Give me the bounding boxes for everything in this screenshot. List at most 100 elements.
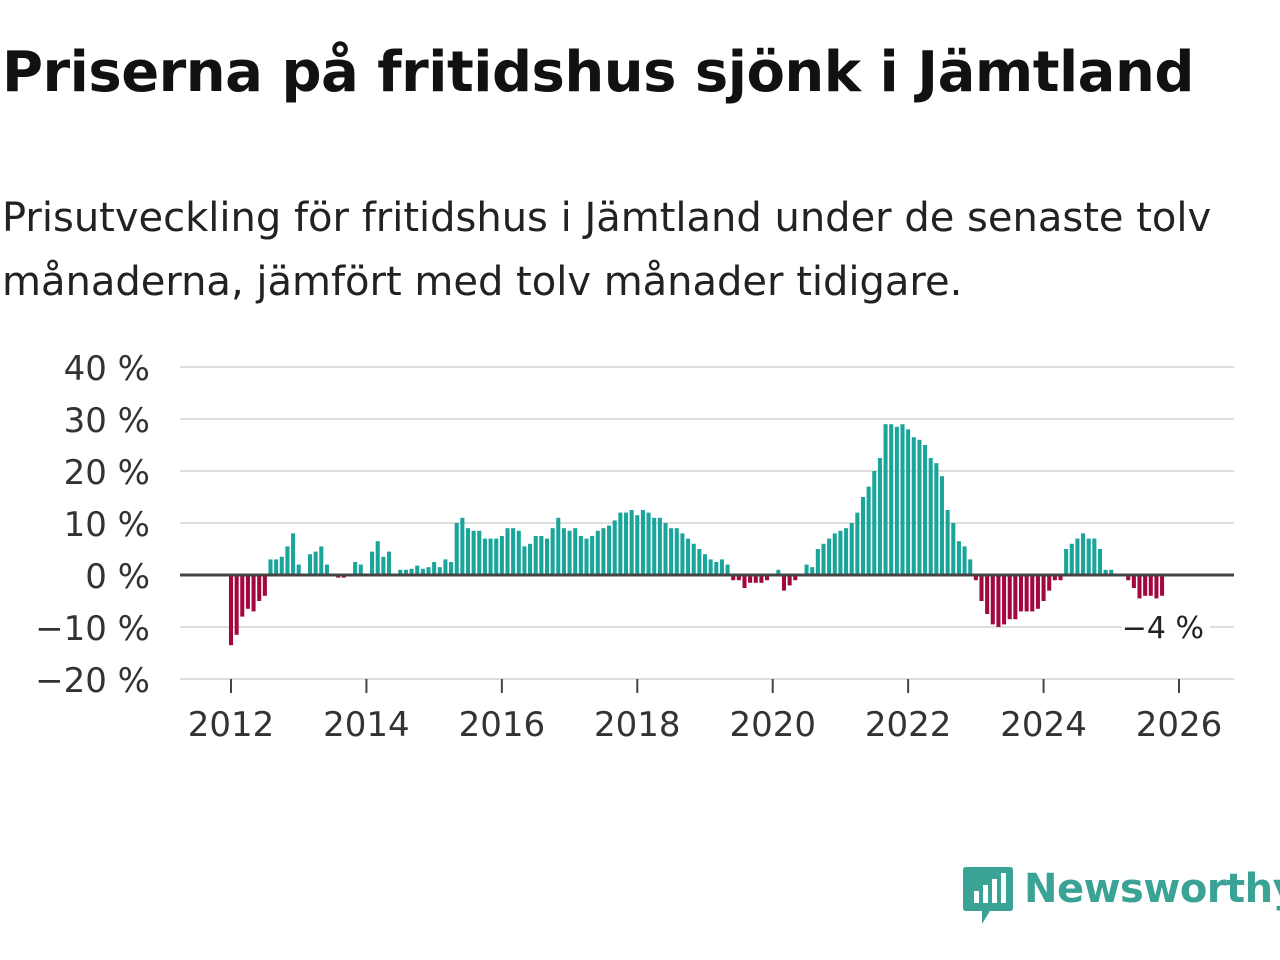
bar <box>1069 543 1074 575</box>
bar <box>409 568 414 575</box>
bar <box>765 575 770 581</box>
bar <box>680 533 685 575</box>
bar <box>1064 549 1069 575</box>
bar <box>358 564 363 575</box>
y-tick-label: 10 % <box>64 505 150 545</box>
bar <box>477 530 482 575</box>
bar-chart: 40 % 30 % 20 % 10 % 0 % −10 % −20 % 2012 2014 201… <box>35 349 1234 745</box>
bar <box>274 559 279 575</box>
bar <box>612 520 617 575</box>
bar <box>533 536 538 575</box>
y-tick-label: 40 % <box>64 349 150 389</box>
bar <box>951 523 956 575</box>
bar <box>319 546 324 575</box>
bar <box>872 471 877 575</box>
bar <box>353 562 358 575</box>
bar <box>1041 575 1046 601</box>
bar <box>471 530 476 575</box>
bar <box>505 528 510 575</box>
bar <box>528 543 533 575</box>
x-tick-label: 2014 <box>323 705 410 745</box>
bar <box>511 528 516 575</box>
bar <box>370 551 375 575</box>
bar <box>1018 575 1024 612</box>
bar <box>923 445 928 575</box>
bar <box>618 512 623 575</box>
bar <box>544 538 550 575</box>
y-tick-label: 0 % <box>85 557 150 597</box>
bar <box>753 575 758 583</box>
bar <box>810 567 815 575</box>
bar <box>561 528 566 575</box>
bar <box>973 575 978 581</box>
bar <box>827 538 832 575</box>
bar <box>375 541 380 575</box>
bar <box>499 536 504 575</box>
bar <box>1131 575 1136 588</box>
bar <box>228 575 234 646</box>
bar <box>849 523 854 575</box>
bar <box>736 575 741 581</box>
bar <box>1013 575 1018 620</box>
bar <box>1030 575 1035 612</box>
bar <box>691 543 696 575</box>
bar <box>432 562 437 575</box>
chart-subtitle: Prisutveckling för fritidshus i Jämtland… <box>2 195 1212 305</box>
bar <box>838 530 843 575</box>
bar <box>759 575 764 583</box>
bar <box>234 575 239 635</box>
bar <box>731 575 736 581</box>
bar <box>556 517 561 575</box>
x-tick-label: 2012 <box>188 705 275 745</box>
bar <box>623 512 629 575</box>
bar <box>245 575 250 609</box>
bar <box>257 575 262 601</box>
newsworthy-logo: Newsworthy <box>962 864 1280 926</box>
bar <box>939 476 945 575</box>
bar <box>968 559 973 575</box>
bar <box>516 530 521 575</box>
bar <box>979 575 984 601</box>
bar <box>1007 575 1012 620</box>
bar <box>386 551 392 575</box>
bar <box>1075 538 1080 575</box>
bar <box>584 538 589 575</box>
bar <box>883 424 888 575</box>
x-tick-label: 2026 <box>1136 705 1223 745</box>
bar <box>443 559 448 575</box>
bar <box>494 538 499 575</box>
labels: 40 % 30 % 20 % 10 % 0 % −10 % −20 % 2012 2014 201… <box>35 349 1222 745</box>
bar <box>522 546 527 575</box>
bar <box>415 565 420 575</box>
bar <box>635 515 640 575</box>
bar <box>1047 575 1052 591</box>
bar <box>748 575 753 583</box>
bar <box>900 424 905 575</box>
bar <box>285 546 290 575</box>
bar <box>601 528 606 575</box>
bar <box>815 549 820 575</box>
bar <box>669 528 674 575</box>
bar <box>460 517 465 575</box>
bar <box>307 554 313 575</box>
bar <box>465 528 471 575</box>
bar <box>714 562 719 575</box>
bar <box>674 528 679 575</box>
bar <box>1109 569 1114 575</box>
bar <box>708 559 713 575</box>
bar <box>420 568 425 575</box>
bar <box>291 533 296 575</box>
bar <box>956 541 961 575</box>
bar <box>719 559 724 575</box>
bar <box>590 536 595 575</box>
bar <box>324 564 329 575</box>
bar <box>1081 533 1086 575</box>
bar <box>945 510 950 575</box>
bar <box>398 569 403 575</box>
chart-title: Priserna på fritidshus sjönk i Jämtland <box>2 40 1194 105</box>
bar <box>1103 569 1108 575</box>
grid-lines <box>180 366 1234 680</box>
bar <box>381 556 386 575</box>
bar <box>821 543 826 575</box>
bar <box>262 575 267 596</box>
